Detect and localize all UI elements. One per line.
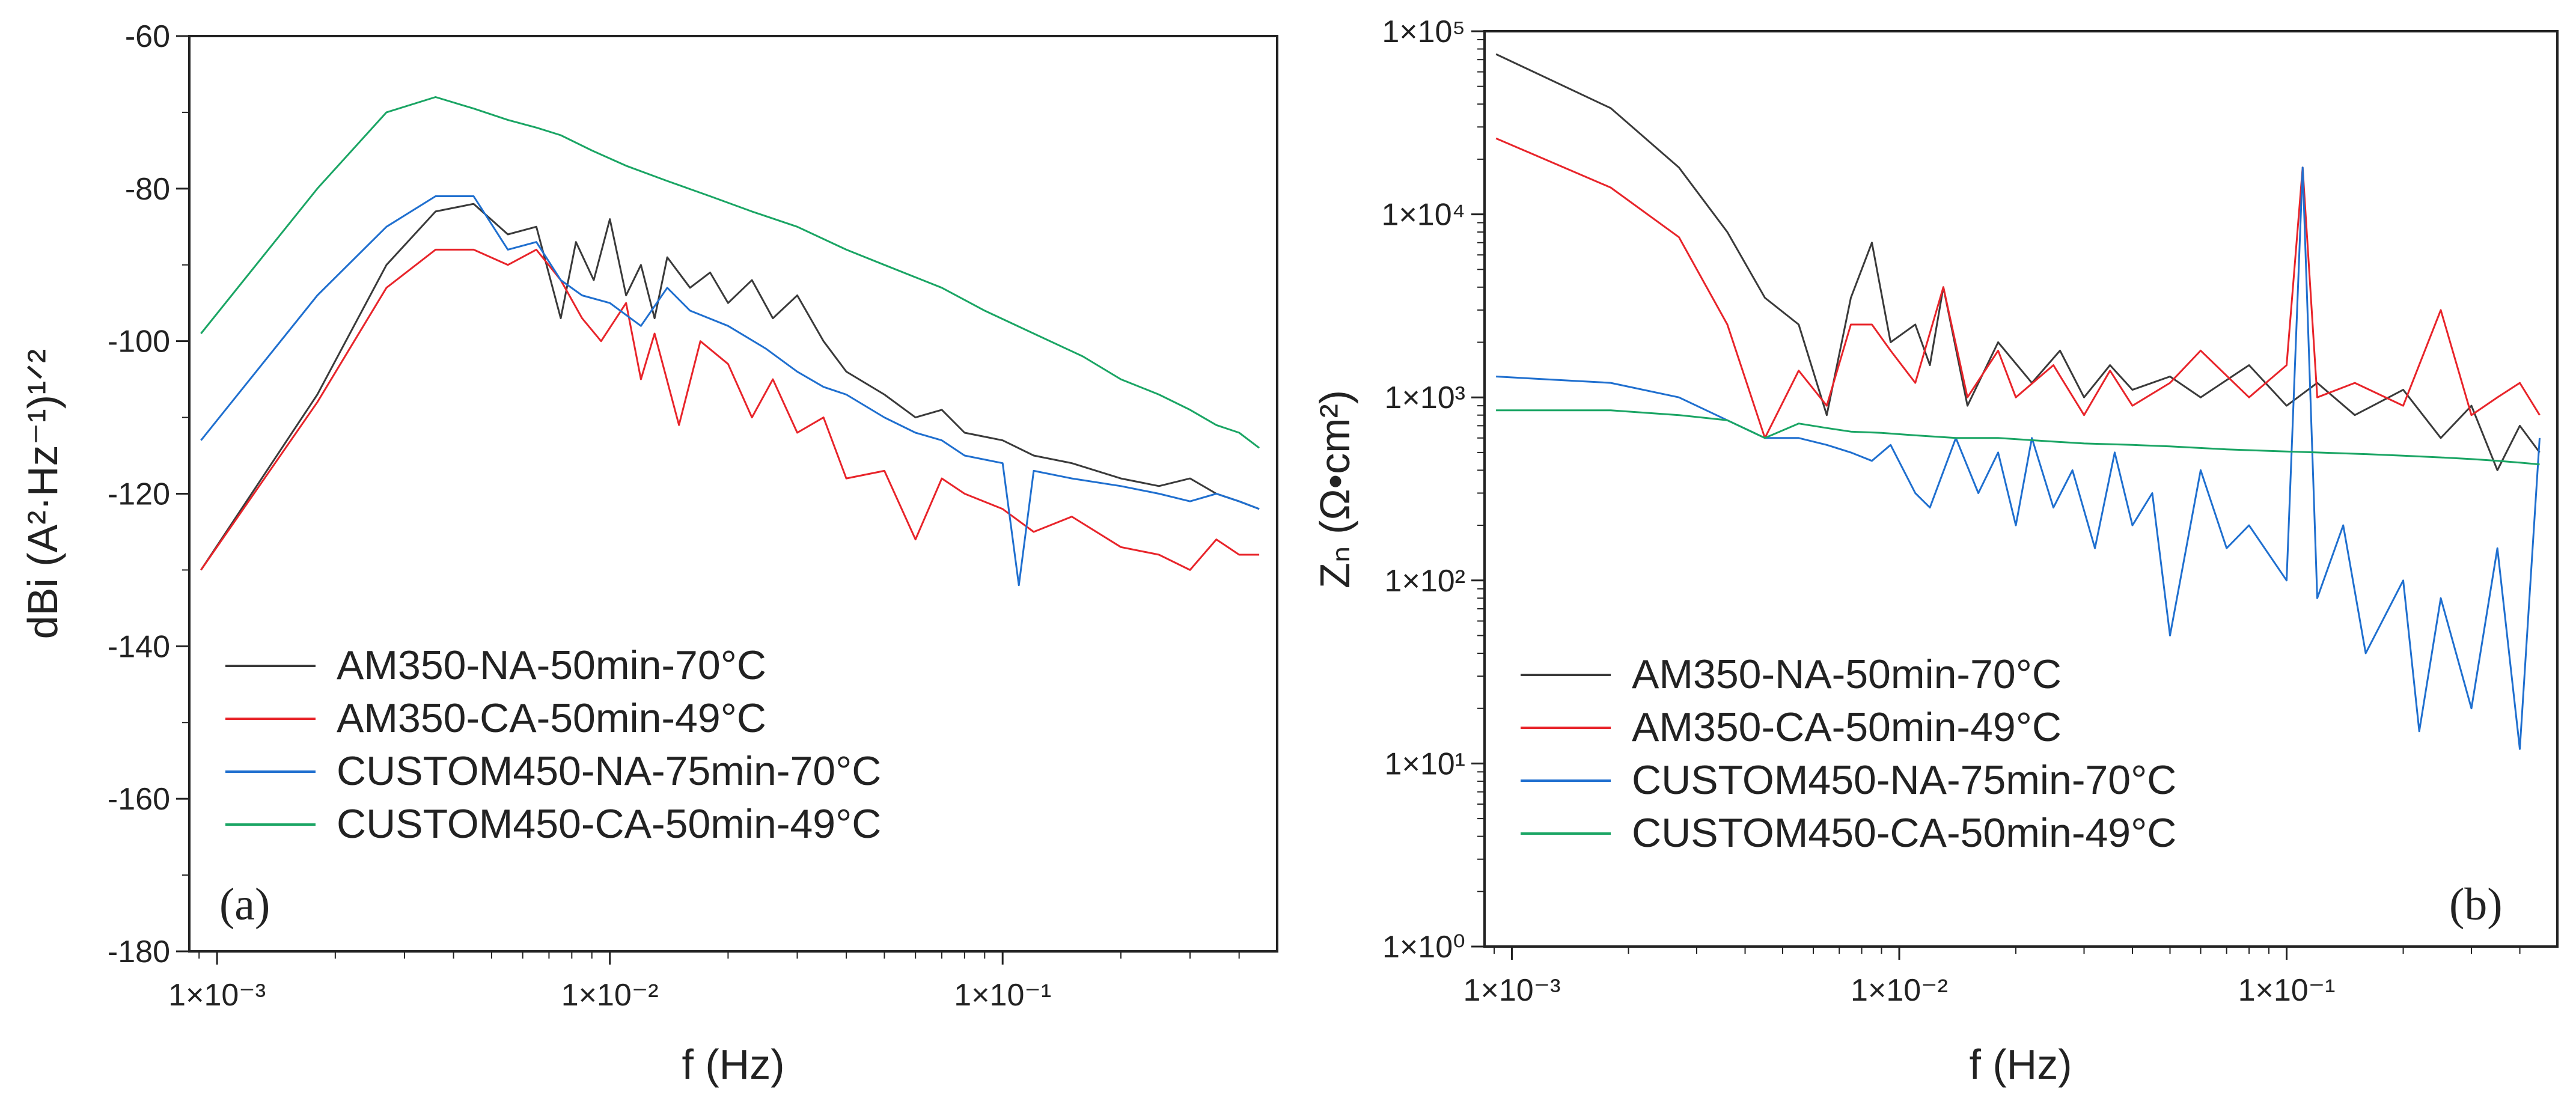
series-line-a-4 [200,96,1260,449]
legend-label-a-3: CUSTOM450-NA-75min-70°C [337,748,881,794]
y-axis-title-b: Zₙ (Ω•cm²) [1311,390,1358,588]
y-tick-label-a: -60 [125,19,170,54]
legend-label-b-2: AM350-CA-50min-49°C [1632,704,2062,750]
x-tick-label-a: 1×10⁻¹ [954,978,1051,1013]
series-line-b-4 [1496,409,2540,466]
y-tick-label-b: 1×10² [1385,564,1465,599]
x-axis-title-a: f (Hz) [682,1041,784,1088]
x-tick-label-b: 1×10⁻³ [1463,973,1561,1008]
panel-label-a: (a) [219,879,270,930]
y-tick-label-a: -140 [108,629,170,664]
legend-label-b-1: AM350-NA-50min-70°C [1632,651,2062,697]
y-tick-label-a: -100 [108,325,170,359]
legend-label-a-2: AM350-CA-50min-49°C [337,695,766,741]
legend-label-b-4: CUSTOM450-CA-50min-49°C [1632,810,2176,856]
series-line-a-1 [200,203,1260,571]
y-axis-title-a: dBi (A²·Hz⁻¹)¹ᐟ² [19,349,66,639]
legend-label-a-4: CUSTOM450-CA-50min-49°C [337,801,881,847]
legend-label-b-3: CUSTOM450-NA-75min-70°C [1632,757,2176,803]
y-tick-label-a: -180 [108,935,170,969]
panel-a-chart: 1×10⁻³ 1×10⁻² 1×10⁻¹ -180 -160 -140 -120 -100 -8… [19,19,1278,1088]
panel-b-chart: 1×10⁻³ 1×10⁻² 1×10⁻¹ 1×10⁰ 1×10¹ 1×10² 1×10³ 1×… [1311,14,2559,1088]
y-tick-label-b: 1×10¹ [1385,746,1465,781]
x-tick-label-b: 1×10⁻¹ [2238,973,2336,1008]
panel-label-b: (b) [2449,879,2503,930]
y-tick-label-b: 1×10⁵ [1382,14,1465,49]
legend-label-a-1: AM350-NA-50min-70°C [337,642,766,688]
x-tick-label-a: 1×10⁻² [561,978,659,1013]
series-line-b-3 [1496,166,2541,750]
y-tick-label-b: 1×10⁴ [1382,198,1465,233]
x-axis-title-b: f (Hz) [1969,1041,2072,1088]
series-line-b-1 [1495,53,2541,471]
y-tick-label-b: 1×10⁰ [1382,930,1465,965]
y-tick-label-a: -80 [125,172,170,207]
x-tick-label-b: 1×10⁻² [1851,973,1948,1008]
series-line-a-3 [200,195,1260,587]
y-tick-label-b: 1×10³ [1385,380,1465,415]
x-tick-label-a: 1×10⁻³ [168,978,266,1013]
y-tick-label-a: -120 [108,477,170,512]
series-line-a-2 [200,248,1260,571]
y-tick-label-a: -160 [108,782,170,817]
series-line-b-2 [1495,137,2541,439]
plot-frame-b [1483,30,2559,948]
